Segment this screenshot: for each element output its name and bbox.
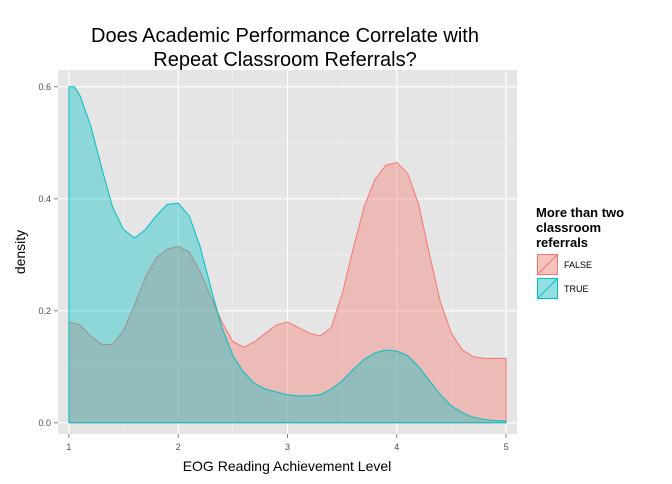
legend-label-false: FALSE <box>564 260 592 270</box>
density-areas <box>68 86 507 424</box>
y-tick-label: 0.6 <box>38 82 51 92</box>
legend-key-false: FALSE <box>536 253 592 276</box>
x-tick-label: 4 <box>394 442 399 452</box>
y-tick-label: 0.0 <box>38 418 51 428</box>
legend-key-slash <box>537 254 558 275</box>
chart-title-line-1: Does Academic Performance Correlate with <box>91 25 479 47</box>
legend-label-true: TRUE <box>564 284 589 294</box>
y-tick-label: 0.4 <box>38 194 51 204</box>
x-tick-label: 1 <box>66 442 71 452</box>
y-axis-ticks: 0.0 0.2 0.4 0.6 <box>38 82 58 428</box>
density-area-true <box>68 86 507 424</box>
legend-key-true: TRUE <box>536 277 589 300</box>
y-axis-label: density <box>12 230 28 274</box>
legend-title-line-1: More than two <box>536 205 624 220</box>
legend-title-line-3: referrals <box>536 235 588 250</box>
legend: More than two classroom referrals FALSE T… <box>536 205 624 300</box>
x-axis-ticks: 1 2 3 4 5 <box>66 434 509 452</box>
legend-keys: FALSE TRUE <box>536 253 592 300</box>
density-area-false <box>68 161 507 424</box>
chart-title-line-2: Repeat Classroom Referrals? <box>153 49 416 71</box>
x-axis-label: EOG Reading Achievement Level <box>183 458 392 474</box>
x-tick-label: 2 <box>176 442 181 452</box>
x-tick-label: 3 <box>285 442 290 452</box>
legend-title-line-2: classroom <box>536 220 601 235</box>
x-tick-label: 5 <box>504 442 509 452</box>
y-tick-label: 0.2 <box>38 306 51 316</box>
legend-key-slash <box>537 278 558 299</box>
